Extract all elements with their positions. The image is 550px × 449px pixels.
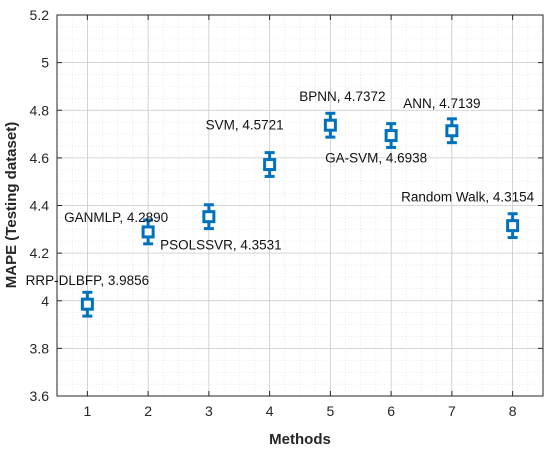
y-axis-ticks: 3.6 3.8 4 4.2 4.4 4.6 4.8 5 5.2 — [30, 7, 543, 404]
data-label: PSOLSSVR, 4.3531 — [160, 238, 282, 253]
data-point — [80, 290, 94, 318]
x-tick-label: 3 — [205, 403, 213, 419]
data-point — [323, 111, 337, 139]
y-tick-label: 4.2 — [30, 245, 50, 261]
x-tick-label: 2 — [144, 403, 152, 419]
x-tick-label: 7 — [448, 403, 456, 419]
data-point — [141, 218, 155, 246]
x-axis-title: Methods — [269, 431, 331, 448]
square-marker — [384, 129, 398, 143]
y-tick-label: 5 — [41, 55, 49, 71]
y-tick-label: 4.6 — [30, 150, 50, 166]
data-point — [263, 151, 277, 178]
x-axis-ticks: 1 2 3 4 5 6 7 8 — [83, 15, 517, 419]
square-marker — [141, 225, 155, 239]
data-label: SVM, 4.5721 — [206, 118, 284, 133]
y-tick-label: 4 — [41, 293, 49, 309]
data-points — [80, 111, 520, 318]
x-tick-label: 8 — [509, 403, 517, 419]
data-label: Random Walk, 4.3154 — [401, 190, 535, 205]
y-axis-title: MAPE (Testing dataset) — [3, 122, 20, 288]
data-label: BPNN, 4.7372 — [299, 89, 385, 104]
y-tick-label: 5.2 — [30, 7, 50, 23]
x-tick-label: 1 — [83, 403, 91, 419]
x-tick-label: 6 — [387, 403, 395, 419]
square-marker — [445, 124, 459, 138]
data-point — [445, 117, 459, 145]
data-label: GA-SVM, 4.6938 — [325, 151, 427, 166]
y-tick-label: 3.6 — [30, 388, 50, 404]
data-label: ANN, 4.7139 — [403, 96, 480, 111]
data-point — [202, 203, 216, 231]
data-point — [506, 212, 520, 240]
square-marker — [263, 158, 277, 172]
square-marker — [202, 210, 216, 224]
y-tick-label: 4.4 — [30, 198, 50, 214]
y-tick-label: 3.8 — [30, 340, 50, 356]
square-marker — [80, 297, 94, 311]
data-labels: RRP-DLBFP, 3.9856 GANMLP, 4.2890 PSOLSSVR,… — [26, 89, 535, 288]
square-marker — [323, 118, 337, 132]
x-tick-label: 4 — [266, 403, 274, 419]
data-label: RRP-DLBFP, 3.9856 — [26, 273, 150, 288]
square-marker — [506, 219, 520, 233]
y-tick-label: 4.8 — [30, 102, 50, 118]
data-point — [384, 122, 398, 149]
x-tick-label: 5 — [326, 403, 334, 419]
data-label: GANMLP, 4.2890 — [64, 210, 168, 225]
